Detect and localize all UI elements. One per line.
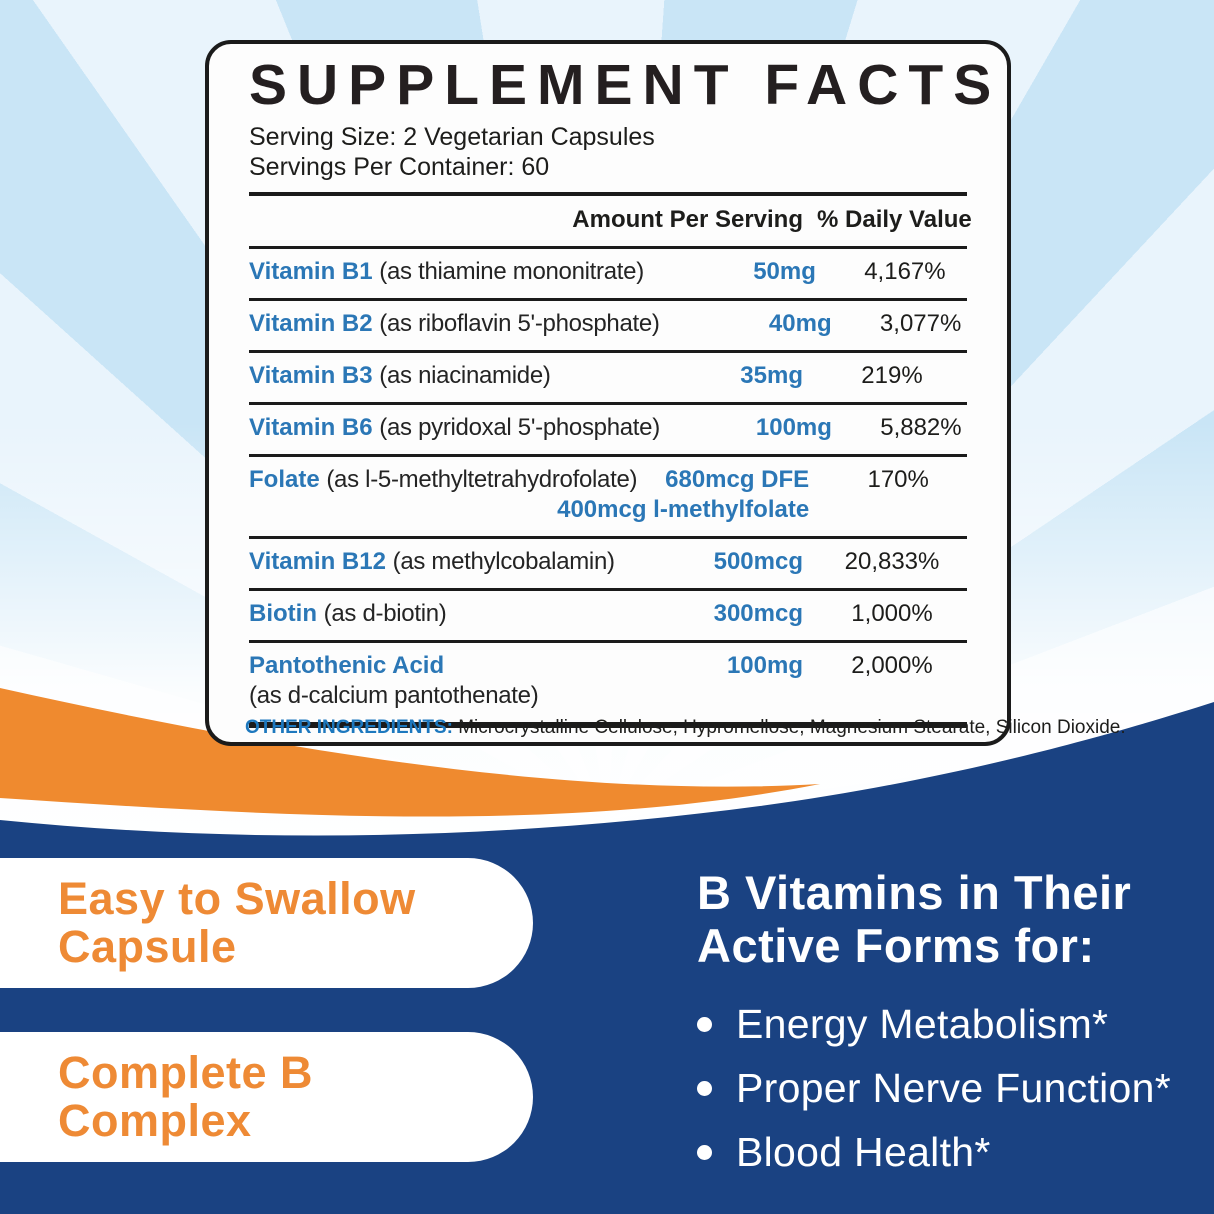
nutrient-name: Biotin bbox=[249, 600, 317, 628]
nutrient-daily-value: 219% bbox=[861, 362, 923, 390]
nutrient-amount-secondary: 400mcg l-methylfolate bbox=[557, 496, 810, 524]
col-daily-value: % Daily Value bbox=[817, 206, 972, 234]
nutrient-daily-value: 1,000% bbox=[851, 600, 933, 628]
nutrient-amount: 100mg bbox=[755, 414, 832, 442]
other-ingredients: OTHER INGREDIENTS: Microcrystalline Cell… bbox=[245, 716, 1126, 740]
nutrient-form: (as thiamine mononitrate) bbox=[379, 258, 644, 286]
benefits-heading-line2: Active Forms for: bbox=[697, 919, 1095, 973]
callout-line: Complex bbox=[58, 1095, 252, 1146]
other-ingredients-list: Microcrystalline Cellulose, Hypromellose… bbox=[458, 717, 1126, 738]
nutrient-form: (as riboflavin 5'-phosphate) bbox=[379, 310, 660, 338]
bullet-icon bbox=[697, 1017, 712, 1033]
nutrient-daily-value: 170% bbox=[867, 466, 929, 494]
benefit-item-nerve-function: Proper Nerve Function* bbox=[697, 1066, 1207, 1111]
nutrient-row-vitamin-b1: Vitamin B1 (as thiamine mononitrate) 50m… bbox=[249, 246, 967, 298]
nutrient-name: Vitamin B3 bbox=[249, 362, 373, 390]
nutrient-name: Pantothenic Acid bbox=[249, 652, 445, 680]
nutrient-row-vitamin-b12: Vitamin B12 (as methylcobalamin) 500mcg … bbox=[249, 536, 967, 588]
serving-size: Serving Size: 2 Vegetarian Capsules bbox=[249, 123, 655, 152]
table-header-row: Amount Per Serving % Daily Value bbox=[249, 192, 972, 246]
nutrient-form: (as d-calcium pantothenate) bbox=[249, 682, 539, 710]
nutrient-amount: 50mg bbox=[753, 258, 816, 286]
nutrient-daily-value: 20,833% bbox=[844, 548, 940, 576]
panel-title: SUPPLEMENT FACTS bbox=[249, 53, 1002, 117]
nutrient-form: (as methylcobalamin) bbox=[392, 548, 615, 576]
nutrient-amount: 35mg bbox=[740, 362, 803, 390]
benefits-heading: B Vitamins in Their Active Forms for: bbox=[697, 866, 1207, 972]
orange-swoosh-shape bbox=[0, 688, 820, 817]
nutrient-form: (as d-biotin) bbox=[323, 600, 447, 628]
nutrient-row-vitamin-b3: Vitamin B3 (as niacinamide) 35mg 219% bbox=[249, 350, 967, 402]
benefit-item-blood-health: Blood Health* bbox=[697, 1130, 1207, 1175]
callout-easy-to-swallow: Easy to Swallow Capsule bbox=[0, 858, 533, 988]
benefits-section: B Vitamins in Their Active Forms for: En… bbox=[697, 866, 1207, 1195]
nutrient-form: (as niacinamide) bbox=[379, 362, 551, 390]
nutrient-name: Vitamin B12 bbox=[249, 548, 386, 576]
callout-line: Easy to Swallow bbox=[58, 873, 416, 925]
nutrient-name: Vitamin B2 bbox=[249, 310, 373, 338]
callout-complete-b-complex: Complete B Complex bbox=[0, 1032, 533, 1162]
nutrient-amount: 300mcg bbox=[713, 600, 803, 628]
bullet-icon bbox=[697, 1145, 712, 1161]
nutrient-daily-value: 4,167% bbox=[864, 258, 946, 286]
callout-line: Complete B bbox=[58, 1047, 314, 1099]
nutrient-name: Vitamin B1 bbox=[249, 258, 373, 286]
nutrient-row-pantothenic-acid: Pantothenic Acid (as d-calcium pantothen… bbox=[249, 640, 967, 722]
nutrient-amount: 500mcg bbox=[713, 548, 803, 576]
serving-info: Serving Size: 2 Vegetarian Capsules Serv… bbox=[249, 122, 967, 182]
nutrient-row-vitamin-b2: Vitamin B2 (as riboflavin 5'-phosphate) … bbox=[249, 298, 967, 350]
nutrient-daily-value: 3,077% bbox=[879, 310, 962, 338]
nutrient-row-folate: Folate (as l-5-methyltetrahydrofolate) 6… bbox=[249, 454, 967, 536]
benefit-item-energy-metabolism: Energy Metabolism* bbox=[697, 1002, 1207, 1047]
other-ingredients-label: OTHER INGREDIENTS: bbox=[245, 717, 453, 738]
supplement-facts-panel: SUPPLEMENT FACTS Serving Size: 2 Vegetar… bbox=[205, 40, 1011, 747]
nutrient-row-vitamin-b6: Vitamin B6 (as pyridoxal 5'-phosphate) 1… bbox=[249, 402, 967, 454]
nutrient-name: Folate bbox=[249, 466, 320, 494]
nutrient-amount: 100mg bbox=[726, 652, 803, 680]
benefits-list: Energy Metabolism* Proper Nerve Function… bbox=[697, 1002, 1207, 1175]
nutrient-form: (as pyridoxal 5'-phosphate) bbox=[379, 414, 660, 442]
nutrient-name: Vitamin B6 bbox=[249, 414, 373, 442]
bullet-icon bbox=[697, 1081, 712, 1097]
nutrient-daily-value: 2,000% bbox=[851, 652, 933, 680]
nutrient-amount: 40mg bbox=[768, 310, 832, 338]
callout-line: Capsule bbox=[58, 921, 237, 972]
benefits-heading-line1: B Vitamins in Their bbox=[697, 866, 1132, 919]
col-amount-per-serving: Amount Per Serving bbox=[572, 206, 803, 234]
table-bottom-rule bbox=[249, 722, 967, 729]
nutrient-row-biotin: Biotin (as d-biotin) 300mcg 1,000% bbox=[249, 588, 967, 640]
nutrient-amount: 680mcg DFE bbox=[665, 466, 810, 494]
nutrient-form: (as l-5-methyltetrahydrofolate) bbox=[326, 466, 638, 494]
servings-per-container: Servings Per Container: 60 bbox=[249, 153, 550, 182]
nutrient-daily-value: 5,882% bbox=[880, 414, 962, 442]
